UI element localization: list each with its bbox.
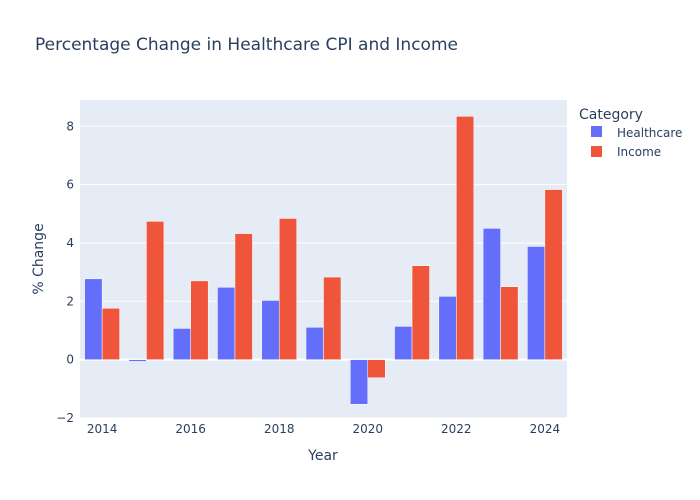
legend: Category Healthcare Income [579,107,682,159]
y-tick-label: 6 [66,178,74,192]
bar-healthcare-2021[interactable] [394,326,413,360]
bar-healthcare-2020[interactable] [350,359,369,405]
bar-income-2017[interactable] [234,233,253,360]
y-axis-title: % Change [31,223,47,294]
legend-label-income: Income [617,145,661,159]
y-tick-label: 2 [66,294,74,308]
x-axis-title: Year [307,448,338,464]
x-tick-label: 2014 [87,422,118,436]
bar-healthcare-2017[interactable] [217,287,236,360]
bar-income-2023[interactable] [500,286,519,360]
bars [84,116,563,405]
bar-healthcare-2019[interactable] [305,327,324,360]
bar-income-2018[interactable] [278,218,297,360]
bar-income-2014[interactable] [101,308,120,360]
bar-healthcare-2024[interactable] [527,246,546,360]
y-tick-label: 0 [66,353,74,367]
legend-item-income[interactable]: Income [591,145,661,159]
bar-income-2021[interactable] [411,265,430,360]
x-tick-label: 2024 [530,422,561,436]
y-tick-label: −2 [56,411,74,425]
legend-title: Category [579,107,643,123]
bar-income-2016[interactable] [190,280,209,360]
bar-income-2020[interactable] [367,359,386,378]
legend-item-healthcare[interactable]: Healthcare [591,126,682,140]
bar-income-2015[interactable] [146,221,165,360]
x-tick-label: 2020 [352,422,383,436]
legend-swatch-income [591,146,602,157]
chart-title: Percentage Change in Healthcare CPI and … [35,35,458,55]
bar-income-2019[interactable] [323,276,342,360]
legend-label-healthcare: Healthcare [617,126,682,140]
bar-healthcare-2022[interactable] [438,296,457,360]
x-tick-label: 2022 [441,422,472,436]
bar-healthcare-2016[interactable] [172,328,191,360]
bar-healthcare-2015[interactable] [128,359,147,362]
bar-healthcare-2014[interactable] [84,278,103,360]
bar-income-2022[interactable] [456,116,475,360]
y-tick-label: 4 [66,236,74,250]
legend-swatch-healthcare [591,126,602,137]
y-tick-label: 8 [66,119,74,133]
x-axis-ticks: 2014 2016 2018 2020 2022 2024 [87,422,560,436]
bar-income-2024[interactable] [544,189,563,360]
y-axis-ticks: −2 0 2 4 6 8 [56,119,74,425]
x-tick-label: 2016 [175,422,206,436]
bar-healthcare-2023[interactable] [482,228,501,360]
bar-healthcare-2018[interactable] [261,300,280,360]
x-tick-label: 2018 [264,422,295,436]
